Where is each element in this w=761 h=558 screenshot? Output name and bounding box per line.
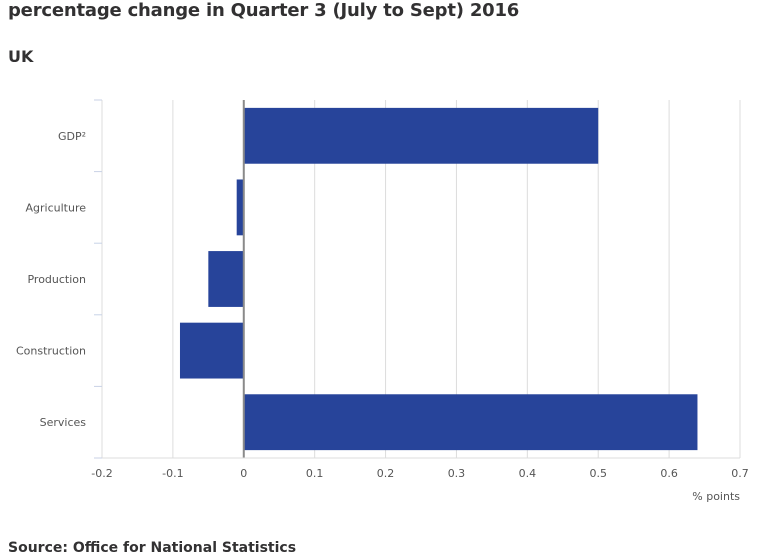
chart-title: percentage change in Quarter 3 (July to … (8, 0, 520, 21)
x-tick-label: 0.4 (519, 467, 537, 480)
category-label: GDP² (58, 130, 86, 143)
category-label: Production (27, 273, 86, 286)
axes (94, 99, 740, 459)
x-tick-label: 0 (240, 467, 247, 480)
x-tick-label: -0.1 (162, 467, 183, 480)
bar (243, 107, 599, 164)
bar (179, 322, 244, 379)
x-tick-label: -0.2 (91, 467, 112, 480)
x-tick-label: 0.2 (377, 467, 395, 480)
category-label: Services (40, 416, 87, 429)
x-tick-label: 0.7 (731, 467, 749, 480)
category-label: Construction (16, 345, 86, 358)
bar (208, 251, 244, 307)
source-note: Source: Office for National Statistics (8, 540, 297, 556)
category-label: Agriculture (26, 201, 87, 214)
y-category-labels: GDP² Agriculture Production Construction Ser… (16, 130, 86, 429)
x-axis-label: % points (692, 490, 740, 503)
bar-chart: -0.2 -0.1 0 0.1 0.2 0.3 0.4 0.5 0.6 0.7 GDP² Agric… (16, 99, 749, 503)
x-tick-label: 0.6 (660, 467, 678, 480)
x-tick-label: 0.3 (448, 467, 466, 480)
bar (236, 179, 244, 236)
x-tick-label: 0.5 (589, 467, 607, 480)
bars (179, 107, 698, 451)
x-tick-labels: -0.2 -0.1 0 0.1 0.2 0.3 0.4 0.5 0.6 0.7 (91, 467, 748, 480)
bar (243, 394, 698, 451)
chart-subtitle: UK (8, 47, 34, 66)
x-tick-label: 0.1 (306, 467, 324, 480)
